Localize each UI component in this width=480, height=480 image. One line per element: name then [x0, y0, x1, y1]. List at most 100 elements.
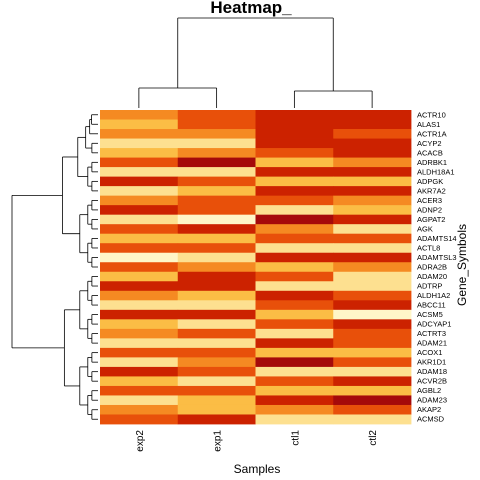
heatmap-cell [100, 328, 179, 339]
heatmap-cell [100, 186, 179, 197]
heatmap-cell [255, 252, 334, 263]
heatmap-cell [333, 347, 412, 358]
heatmap-cell [333, 366, 412, 377]
heatmap-cell [255, 262, 334, 273]
heatmap-cell [177, 290, 256, 301]
heatmap-cell [177, 366, 256, 377]
heatmap-cell [100, 319, 179, 330]
heatmap-cell [177, 205, 256, 216]
heatmap-cell [333, 414, 412, 425]
heatmap-cell [177, 319, 256, 330]
heatmap-cell [333, 262, 412, 273]
heatmap-cell [100, 395, 179, 406]
heatmap-cell [255, 176, 334, 187]
heatmap-cell [255, 205, 334, 216]
heatmap-cell [100, 300, 179, 311]
row-label: ADRA2B [417, 263, 447, 272]
heatmap-cell [333, 309, 412, 320]
heatmap-cell [255, 138, 334, 149]
column-label: ctl2 [368, 430, 379, 446]
row-label: ALAS1 [417, 120, 440, 129]
heatmap-cell [177, 214, 256, 225]
heatmap-cell [100, 252, 179, 263]
heatmap-cell [333, 233, 412, 244]
heatmap-cell [333, 214, 412, 225]
heatmap-cell [100, 129, 179, 139]
heatmap-cell [255, 224, 334, 235]
chart-title: Heatmap_ [210, 0, 292, 17]
heatmap-cell [100, 385, 179, 396]
row-label: ADPGK [417, 177, 443, 186]
heatmap-cell [333, 186, 412, 197]
heatmap-cell [100, 347, 179, 358]
row-label: ACTRT3 [417, 329, 446, 338]
row-label: ACTL8 [417, 243, 440, 252]
row-dendrogram [11, 114, 98, 420]
heatmap-cell [100, 233, 179, 244]
heatmap-cell [255, 186, 334, 197]
heatmap-cell [100, 214, 179, 225]
heatmap-cell [100, 281, 179, 292]
row-label: ACSM5 [417, 310, 443, 319]
heatmap-cell [255, 309, 334, 320]
heatmap-cell [255, 157, 334, 168]
row-label: ALDH18A1 [417, 167, 455, 176]
heatmap-cell [177, 176, 256, 187]
heatmap-cell [255, 233, 334, 244]
heatmap-cell [333, 357, 412, 368]
heatmap-cell [177, 300, 256, 311]
heatmap-cell [177, 395, 256, 406]
heatmap-cell [333, 404, 412, 415]
heatmap-cell [177, 129, 256, 139]
heatmap-cell [177, 347, 256, 358]
heatmap-cell [255, 414, 334, 425]
heatmap-cell [255, 271, 334, 282]
heatmap-cell [255, 395, 334, 406]
row-label: ACTR10 [417, 110, 446, 119]
heatmap-cell [255, 319, 334, 330]
heatmap-cell [255, 148, 334, 158]
heatmap-cell [100, 110, 179, 120]
row-label: ADTRP [417, 282, 442, 291]
heatmap-cell [255, 243, 334, 254]
heatmap-cell [333, 290, 412, 301]
heatmap-cell [177, 252, 256, 263]
heatmap-cell [100, 376, 179, 387]
y-axis-label: Gene_Symbols [455, 224, 469, 306]
heatmap-cell [177, 138, 256, 149]
row-label: ALDH1A2 [417, 291, 450, 300]
heatmap-cell [177, 243, 256, 254]
column-labels: exp2 exp1 ctl1 ctl2 [135, 430, 379, 452]
heatmap-cell [177, 148, 256, 158]
heatmap-cell [255, 357, 334, 368]
heatmap-cell [333, 271, 412, 282]
heatmap-cell [177, 385, 256, 396]
heatmap-cell [100, 357, 179, 368]
row-label: ADAMTS14 [417, 234, 457, 243]
heatmap-cell [333, 376, 412, 387]
row-label: ADAM18 [417, 367, 447, 376]
row-label: ADAMTSL3 [417, 253, 457, 262]
heatmap-cell [177, 195, 256, 206]
heatmap-cell [100, 167, 179, 178]
heatmap-cell [255, 214, 334, 225]
heatmap-cell [255, 281, 334, 292]
row-label: ACVR2B [417, 377, 447, 386]
heatmap-cell [177, 224, 256, 235]
heatmap-cell [100, 290, 179, 301]
row-label: AKR7A2 [417, 186, 446, 195]
heatmap-cell [255, 385, 334, 396]
row-label: AGPAT2 [417, 215, 445, 224]
heatmap-cells [100, 110, 412, 425]
heatmap-cell [100, 262, 179, 273]
heatmap-cell [333, 205, 412, 216]
heatmap-cell [255, 119, 334, 130]
heatmap-cell [255, 347, 334, 358]
row-label: ADCYAP1 [417, 320, 451, 329]
heatmap-cell [333, 385, 412, 396]
column-label: exp1 [213, 430, 224, 452]
heatmap-cell [333, 328, 412, 339]
heatmap-cell [100, 224, 179, 235]
heatmap-cell [100, 195, 179, 206]
row-label: AGK [417, 224, 433, 233]
